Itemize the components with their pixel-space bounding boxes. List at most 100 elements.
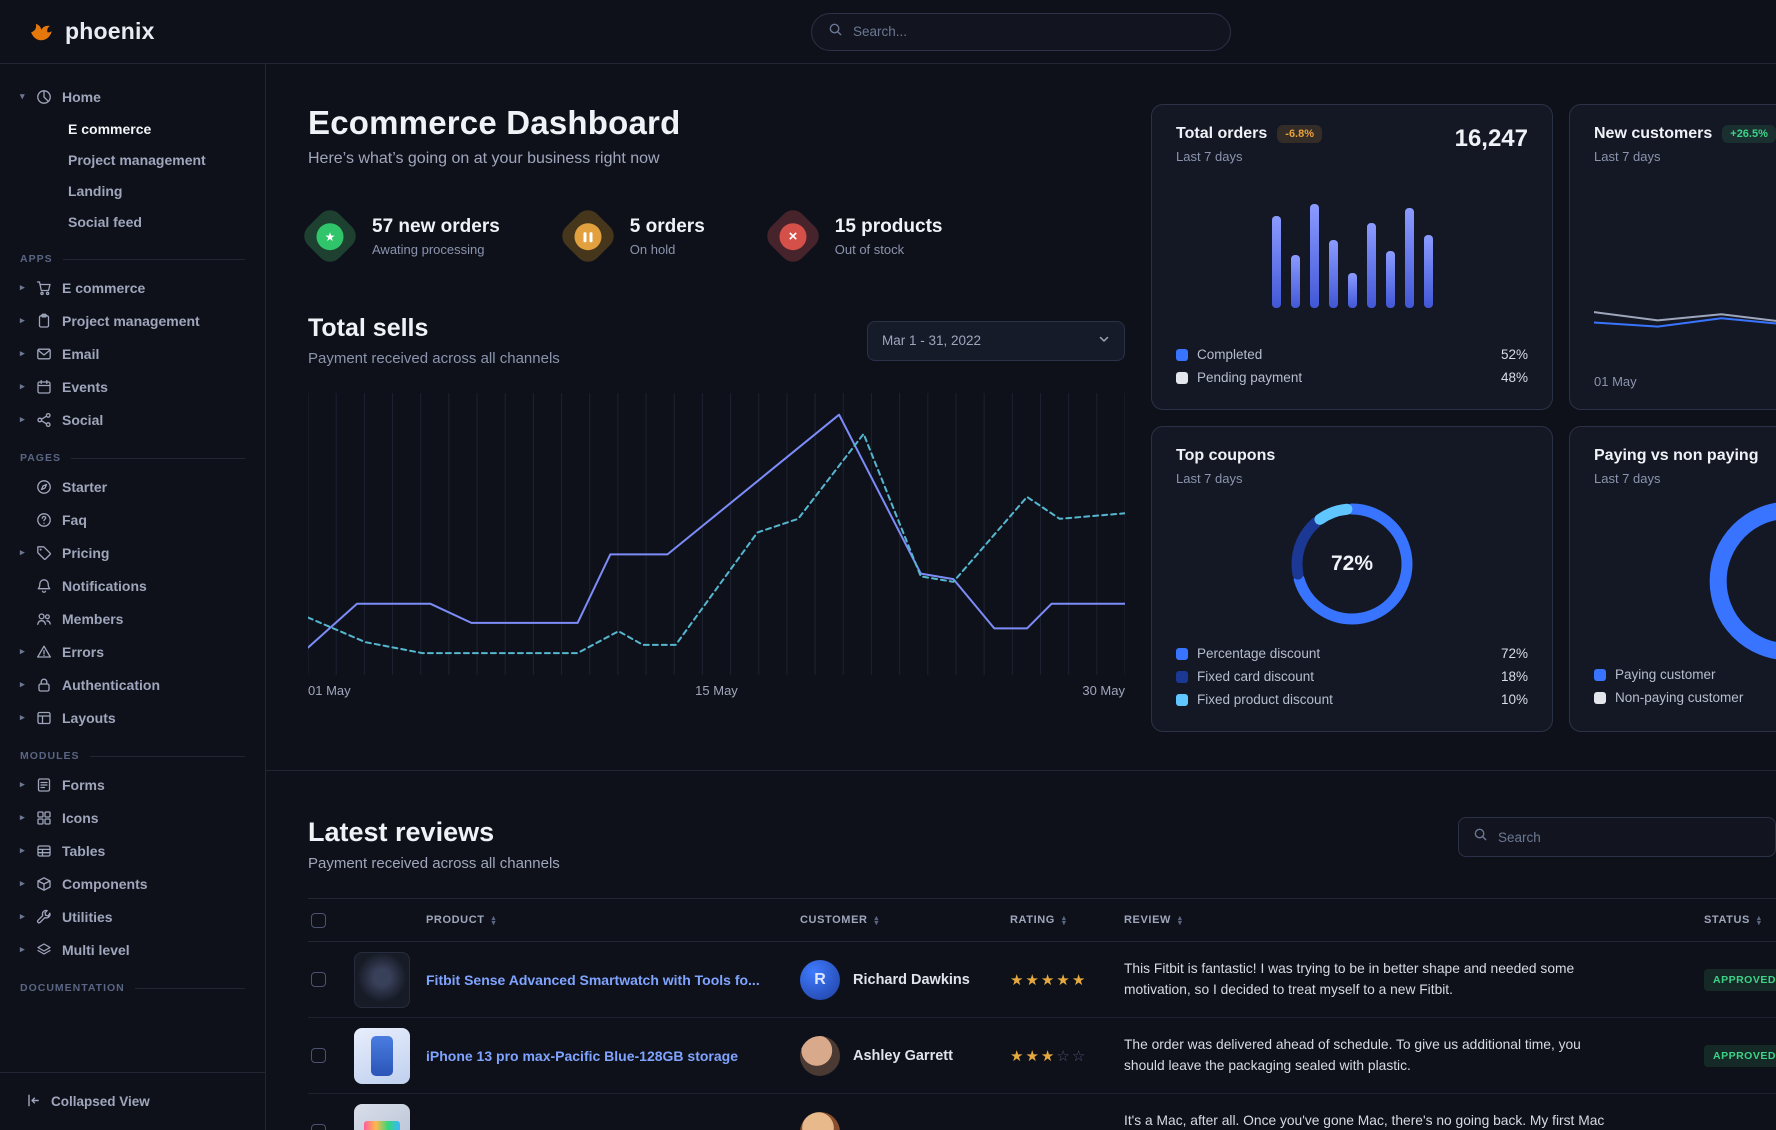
caret-down-icon: ▾ (20, 91, 25, 101)
legend-item: Paying customer (1594, 663, 1743, 686)
sidebar-item-project-management-dashboard[interactable]: Project management (68, 151, 206, 168)
caret-right-icon: ▸ (20, 878, 25, 888)
column-header-product[interactable]: PRODUCT ▴ ▾ (426, 912, 496, 927)
caret-right-icon: ▸ (20, 348, 25, 358)
sidebar-item-social-feed[interactable]: Social feed (68, 213, 142, 230)
status-badge: APPROVED✓ (1704, 968, 1776, 991)
total-sells-subtitle: Payment received across all channels (308, 350, 560, 367)
caret-right-icon: ▸ (20, 315, 25, 325)
cart-icon (36, 280, 52, 296)
review-text: It's a Mac, after all. Once you've gone … (1124, 1112, 1605, 1128)
sidebar-item-app-project-management[interactable]: ▸ Project management (12, 304, 253, 337)
sidebar-item-home[interactable]: ▾ Home (12, 80, 253, 113)
mail-icon (36, 346, 52, 362)
section-label-pages: PAGES (20, 452, 245, 464)
row-checkbox[interactable] (311, 1124, 326, 1130)
customer-name: Ashley Garrett (853, 1047, 953, 1064)
legend-item: Non-paying customer (1594, 686, 1743, 709)
sidebar-item-label: E commerce (62, 279, 146, 296)
donut-center-label: 72% (1330, 552, 1374, 575)
review-text: The order was delivered ahead of schedul… (1124, 1036, 1581, 1073)
caret-right-icon: ▸ (20, 911, 25, 921)
sidebar-item-faq[interactable]: Faq (12, 503, 253, 536)
product-image (354, 1103, 410, 1130)
select-all-checkbox[interactable] (311, 912, 326, 928)
sidebar-item-utilities[interactable]: ▸ Utilities (12, 900, 253, 933)
sidebar-item-label: Project management (62, 312, 200, 329)
rating-stars: ★★★☆☆ (1010, 1047, 1088, 1065)
customer-name: Richard Dawkins (853, 971, 970, 988)
calendar-icon (36, 379, 52, 395)
product-link[interactable]: Fitbit Sense Advanced Smartwatch with To… (426, 971, 760, 988)
global-search[interactable] (811, 12, 1231, 51)
sidebar-item-social[interactable]: ▸ Social (12, 403, 253, 436)
lock-icon (36, 677, 52, 693)
legend-item: Fixed product discount 10% (1176, 688, 1528, 711)
sidebar-item-label: Starter (62, 478, 108, 495)
sidebar-item-authentication[interactable]: ▸ Authentication (12, 668, 253, 701)
sidebar-item-email[interactable]: ▸ Email (12, 337, 253, 370)
sort-icon: ▴ ▾ (1061, 912, 1067, 927)
total-sells-title: Total sells (308, 314, 429, 342)
paying-vs-nonpaying-card: Paying vs non paying Last 7 days Paying … (1569, 426, 1776, 732)
global-search-input[interactable] (853, 24, 1214, 39)
sidebar-item-app-ecommerce[interactable]: ▸ E commerce (12, 271, 253, 304)
legend-item: Fixed card discount 18% (1176, 665, 1528, 688)
total-orders-value: 16,247 (1454, 125, 1528, 152)
sidebar-item-label: Members (62, 610, 124, 627)
sort-icon: ▴ ▾ (874, 912, 879, 927)
sidebar-item-events[interactable]: ▸ Events (12, 370, 253, 403)
latest-reviews-section: Latest reviews Payment received across a… (266, 770, 1776, 1130)
brand-logo[interactable]: phoenix (26, 14, 155, 49)
sidebar-item-ecommerce-dashboard[interactable]: E commerce (68, 120, 152, 137)
sidebar-item-icons[interactable]: ▸ Icons (12, 801, 253, 834)
reviews-table-header: PRODUCT ▴ ▾ CUSTOMER ▴ ▾ RATING ▴ ▾ REVIEW … (308, 898, 1776, 942)
column-header-status[interactable]: STATUS ▴ ▾ (1704, 912, 1762, 927)
warning-icon (36, 644, 52, 660)
sidebar-item-label: Social (62, 411, 104, 428)
reviews-search-input[interactable] (1498, 829, 1761, 845)
sidebar-item-members[interactable]: Members (12, 602, 253, 635)
section-label-apps: APPS (20, 253, 245, 265)
stat-new-orders: ★ 57 new orders Awating processing (298, 204, 500, 268)
users-icon (36, 611, 52, 627)
stats-row: ★ 57 new orders Awating processing 5 ord… (298, 204, 1125, 268)
column-header-rating[interactable]: RATING ▴ ▾ (1010, 912, 1067, 927)
main-content: Ecommerce Dashboard Here’s what’s going … (266, 64, 1776, 1130)
row-checkbox[interactable] (311, 972, 326, 987)
form-icon (36, 777, 52, 793)
sidebar-item-components[interactable]: ▸ Components (12, 867, 253, 900)
collapse-sidebar-button[interactable]: Collapsed View (0, 1072, 266, 1130)
table-icon (36, 843, 52, 859)
stat-orders-on-hold: 5 orders On hold (556, 204, 705, 268)
column-header-customer[interactable]: CUSTOMER ▴ ▾ (800, 912, 879, 927)
row-checkbox[interactable] (311, 1048, 326, 1063)
column-header-review[interactable]: REVIEW ▴ ▾ (1124, 912, 1183, 927)
sidebar-item-label: Icons (62, 809, 99, 826)
page-title: Ecommerce Dashboard (308, 104, 681, 141)
date-range-select[interactable]: Mar 1 - 31, 2022 (867, 320, 1125, 361)
sidebar-item-tables[interactable]: ▸ Tables (12, 834, 253, 867)
sidebar: ▾ Home E commerce Project management Lan… (0, 64, 266, 1072)
sidebar-item-layouts[interactable]: ▸ Layouts (12, 701, 253, 734)
collapse-label: Collapsed View (51, 1094, 150, 1109)
sidebar-item-notifications[interactable]: Notifications (12, 569, 253, 602)
product-image (354, 1027, 410, 1084)
reviews-search[interactable] (1458, 817, 1776, 857)
sidebar-item-label: Notifications (62, 577, 147, 594)
caret-right-icon: ▸ (20, 547, 25, 557)
avatar (800, 1111, 840, 1130)
total-orders-card: Total orders -6.8% Last 7 days 16,247 Co… (1151, 104, 1553, 410)
table-row: iPhone 13 pro max-Pacific Blue-128GB sto… (308, 1018, 1776, 1094)
caret-right-icon: ▸ (20, 779, 25, 789)
sidebar-item-forms[interactable]: ▸ Forms (12, 768, 253, 801)
product-link[interactable]: iPhone 13 pro max-Pacific Blue-128GB sto… (426, 1047, 738, 1064)
caret-right-icon: ▸ (20, 679, 25, 689)
legend-item: Percentage discount 72% (1176, 642, 1528, 665)
sidebar-item-errors[interactable]: ▸ Errors (12, 635, 253, 668)
sidebar-item-starter[interactable]: Starter (12, 470, 253, 503)
avatar: R (800, 959, 840, 1000)
sidebar-item-landing[interactable]: Landing (68, 182, 123, 199)
sidebar-item-pricing[interactable]: ▸ Pricing (12, 536, 253, 569)
sidebar-item-multi-level[interactable]: ▸ Multi level (12, 933, 253, 966)
